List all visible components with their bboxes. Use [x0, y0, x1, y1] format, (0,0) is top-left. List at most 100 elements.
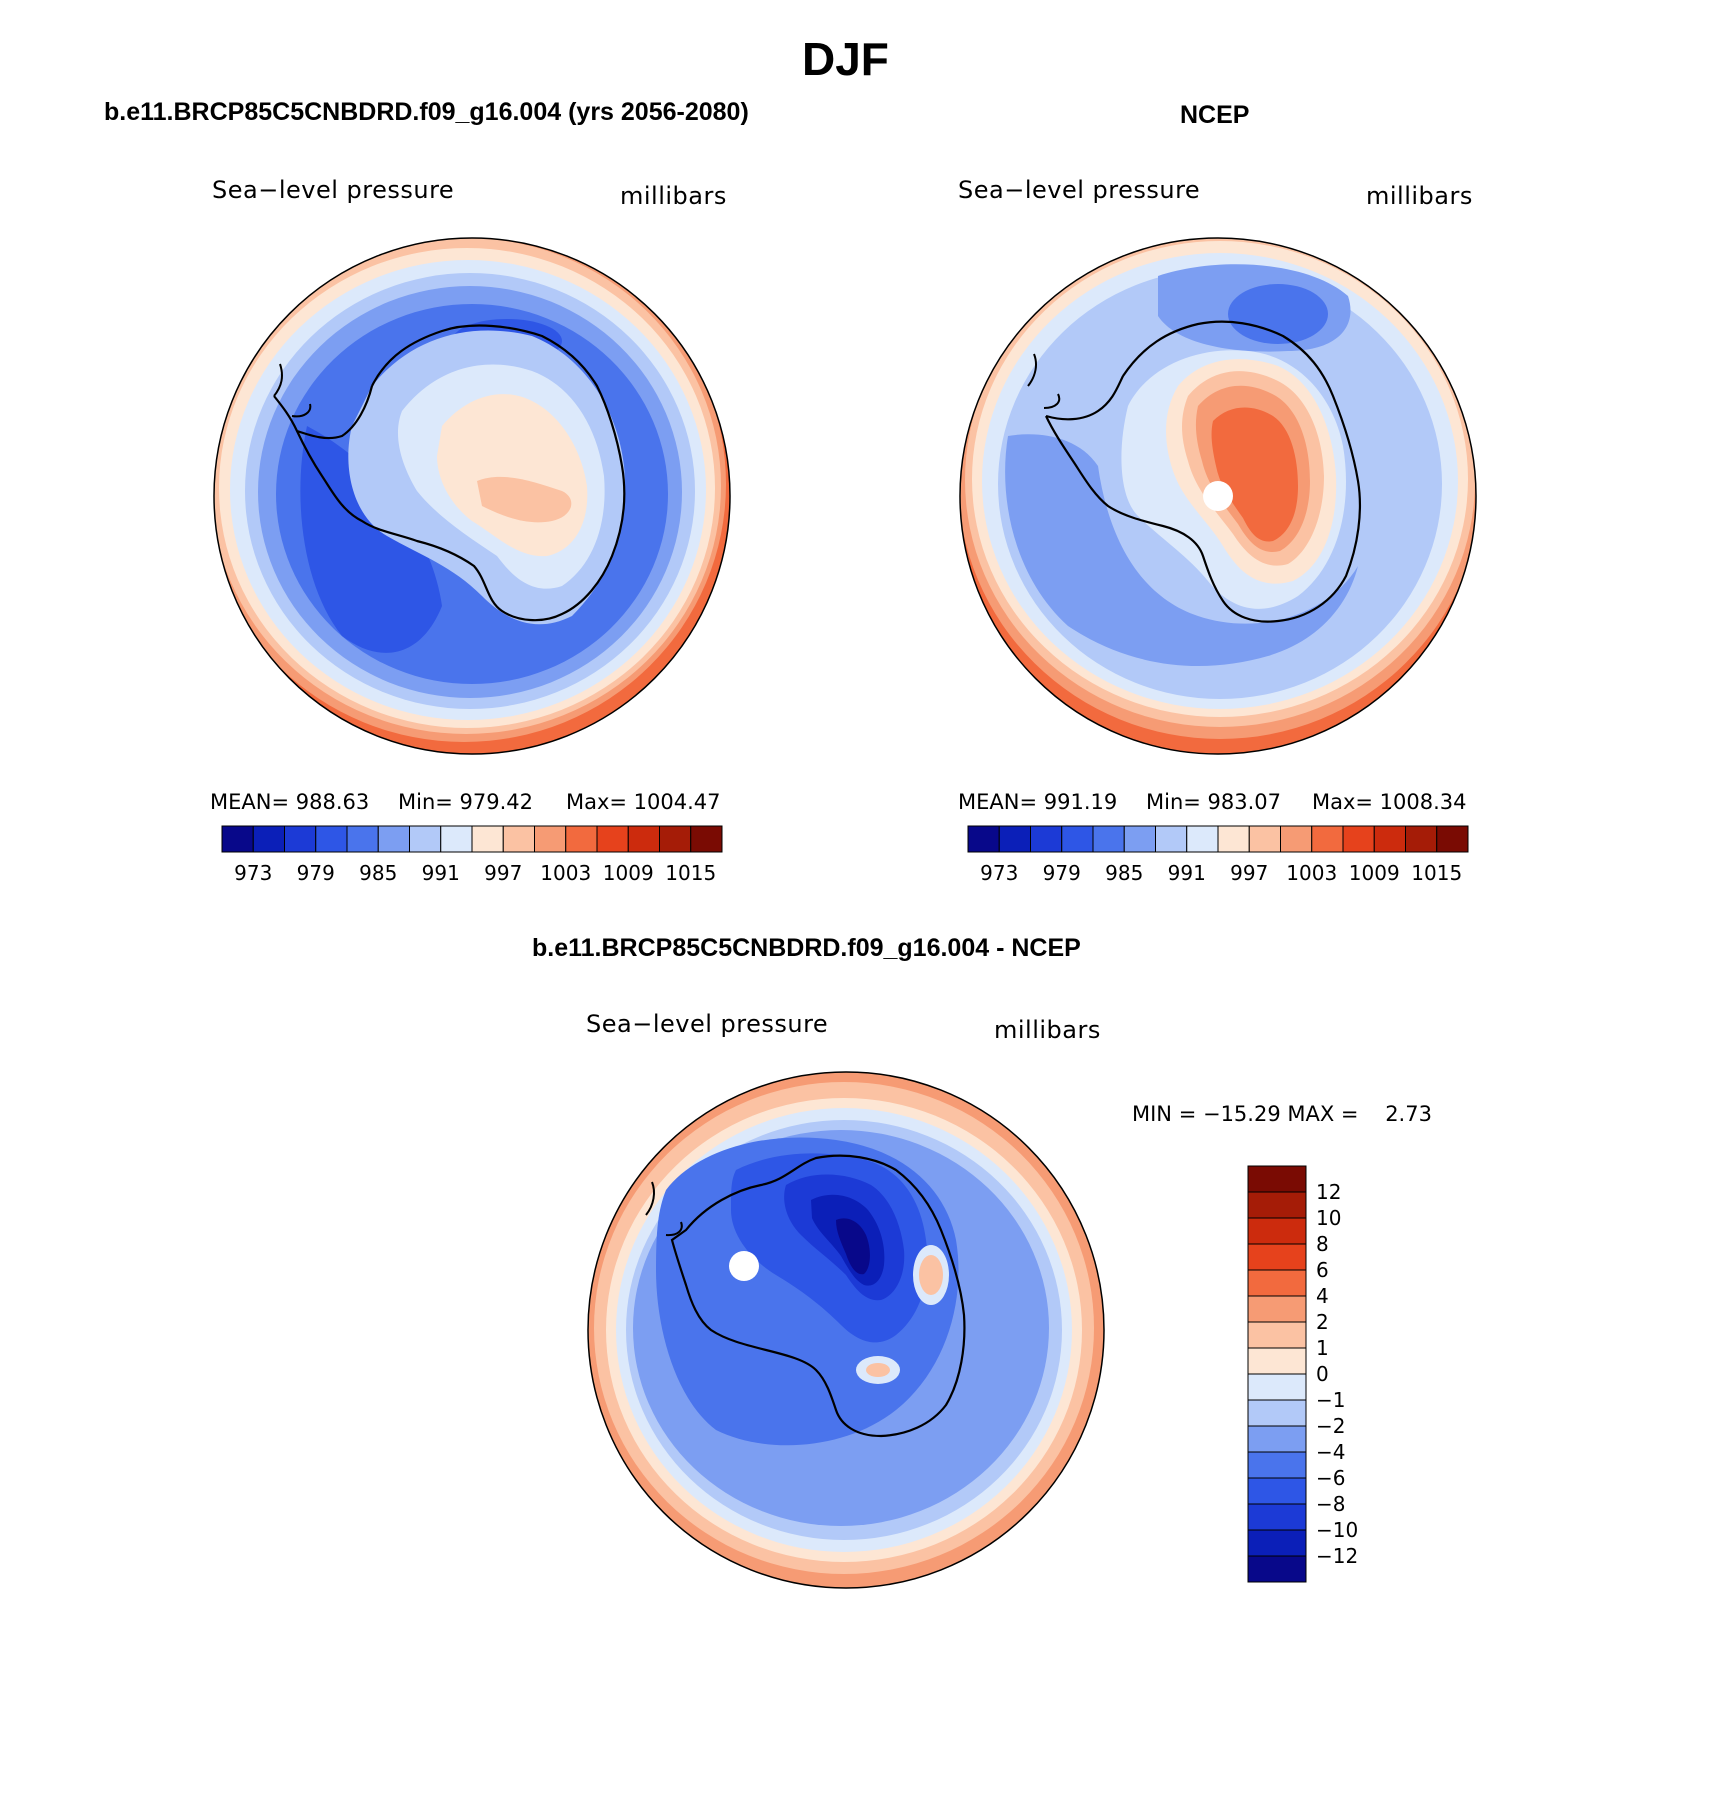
colorbar-tick-label: 2	[1316, 1310, 1329, 1334]
colorbar-swatch	[1247, 1399, 1307, 1427]
colorbar-swatch	[1247, 1243, 1307, 1271]
colorbar-tick-label: 997	[1230, 861, 1268, 885]
colorbar-swatch	[998, 825, 1031, 853]
panel-2-min: Min= 983.07	[1146, 790, 1282, 814]
colorbar-swatch	[1186, 825, 1219, 853]
colorbar-tick-label: 997	[484, 861, 522, 885]
colorbar-swatch	[284, 825, 317, 853]
colorbar-tick-label: 979	[1043, 861, 1081, 885]
colorbar-tick-label: −6	[1316, 1466, 1345, 1490]
colorbar-swatch	[315, 825, 348, 853]
colorbar-tick-label: −12	[1316, 1544, 1358, 1568]
low-pressure-region	[1228, 284, 1328, 344]
colorbar-tick-label: −4	[1316, 1440, 1345, 1464]
colorbar-tick-label: 979	[297, 861, 335, 885]
panel-2-colorbar: 973 979 985 991 997 1003 1009 1015	[967, 825, 1469, 885]
colorbar-swatch	[1123, 825, 1156, 853]
panel-1-polar-map	[213, 237, 731, 755]
panel-3-polar-map	[587, 1071, 1105, 1589]
colorbar-swatch	[1247, 1269, 1307, 1297]
colorbar-tick-label: 4	[1316, 1284, 1329, 1308]
colorbar-swatch	[502, 825, 535, 853]
antarctic-peninsula	[273, 363, 312, 418]
low-pressure-region	[300, 426, 442, 653]
colorbar-swatch	[534, 825, 567, 853]
high-pressure-region	[1211, 407, 1298, 542]
colorbar-swatch	[1247, 1425, 1307, 1453]
colorbar-swatch	[967, 825, 1000, 853]
panel-3-variable-label: Sea−level pressure	[586, 1010, 829, 1038]
colorbar-tick-label: 991	[1168, 861, 1206, 885]
colorbar-swatch	[1311, 825, 1344, 853]
colorbar-tick-label: 10	[1316, 1206, 1341, 1230]
panel-2-mean: MEAN= 991.19	[958, 790, 1118, 814]
colorbar-tick-label: 1015	[665, 861, 716, 885]
colorbar-swatch	[1092, 825, 1125, 853]
colorbar-swatch	[1405, 825, 1438, 853]
panel-2-polar-map	[959, 237, 1477, 755]
panel-1-variable-label: Sea−level pressure	[212, 176, 455, 204]
high-pressure-region	[477, 476, 572, 523]
colorbar-swatch	[1061, 825, 1094, 853]
colorbar-swatch	[471, 825, 504, 853]
colorbar-swatch	[1247, 1451, 1307, 1479]
colorbar-tick-label: 1003	[540, 861, 591, 885]
panel-3-title: b.e11.BRCP85C5CNBDRD.f09_g16.004 - NCEP	[532, 934, 1081, 962]
colorbar-swatch	[1247, 1529, 1307, 1557]
colorbar-tick-label: 1	[1316, 1336, 1329, 1360]
colorbar-tick-label: −2	[1316, 1414, 1345, 1438]
colorbar-tick-label: 1009	[603, 861, 654, 885]
colorbar-tick-label: 6	[1316, 1258, 1329, 1282]
colorbar-tick-label: 1009	[1349, 861, 1400, 885]
colorbar-swatch	[565, 825, 598, 853]
colorbar-swatch	[1247, 1477, 1307, 1505]
colorbar-swatch	[1030, 825, 1063, 853]
antarctic-peninsula	[645, 1181, 683, 1237]
map-boundary	[959, 237, 1477, 755]
panel-2-units-label: millibars	[1366, 182, 1473, 210]
positive-anomaly-region	[866, 1363, 890, 1377]
antarctic-peninsula	[1027, 353, 1061, 409]
colorbar-tick-label: 985	[359, 861, 397, 885]
colorbar-swatch	[1247, 1191, 1307, 1219]
negative-anomaly-region	[836, 1218, 870, 1275]
colorbar-swatch	[627, 825, 660, 853]
pole-mask	[729, 1251, 759, 1281]
colorbar-swatch	[1247, 1373, 1307, 1401]
panel-2-max: Max= 1008.34	[1312, 790, 1467, 814]
panel-1-mean: MEAN= 988.63	[210, 790, 370, 814]
colorbar-swatch	[221, 825, 254, 853]
colorbar-swatch	[440, 825, 473, 853]
colorbar-swatch	[659, 825, 692, 853]
panel-3-min-max: MIN = −15.29 MAX = 2.73	[1132, 1102, 1432, 1126]
colorbar-swatch	[1247, 1295, 1307, 1323]
panel-2-variable-label: Sea−level pressure	[958, 176, 1201, 204]
colorbar-swatch	[690, 825, 723, 853]
colorbar-swatch	[1247, 1503, 1307, 1531]
colorbar-tick-label: 985	[1105, 861, 1143, 885]
colorbar-tick-label: 1015	[1411, 861, 1462, 885]
coastline	[670, 1154, 966, 1438]
figure-title: DJF	[802, 33, 889, 85]
colorbar-swatch	[596, 825, 629, 853]
panel-1-colorbar: 973 979 985 991 997 1003 1009 1015	[221, 825, 723, 885]
colorbar-swatch	[377, 825, 410, 853]
map-boundary	[587, 1071, 1105, 1589]
colorbar-swatch	[1247, 1321, 1307, 1349]
colorbar-tick-label: 0	[1316, 1362, 1329, 1386]
colorbar-swatch	[1247, 1555, 1307, 1583]
colorbar-swatch	[409, 825, 442, 853]
colorbar-swatch	[1248, 825, 1281, 853]
colorbar-swatch	[252, 825, 285, 853]
colorbar-swatch	[1247, 1165, 1307, 1193]
panel-1-title: b.e11.BRCP85C5CNBDRD.f09_g16.004 (yrs 20…	[104, 98, 749, 126]
colorbar-swatch	[1373, 825, 1406, 853]
panel-3-units-label: millibars	[994, 1016, 1101, 1044]
colorbar-swatch	[1247, 1347, 1307, 1375]
map-boundary	[213, 237, 731, 755]
colorbar-swatch	[1217, 825, 1250, 853]
panel-1-units-label: millibars	[620, 182, 727, 210]
coastline	[1045, 320, 1361, 623]
colorbar-tick-label: 8	[1316, 1232, 1329, 1256]
